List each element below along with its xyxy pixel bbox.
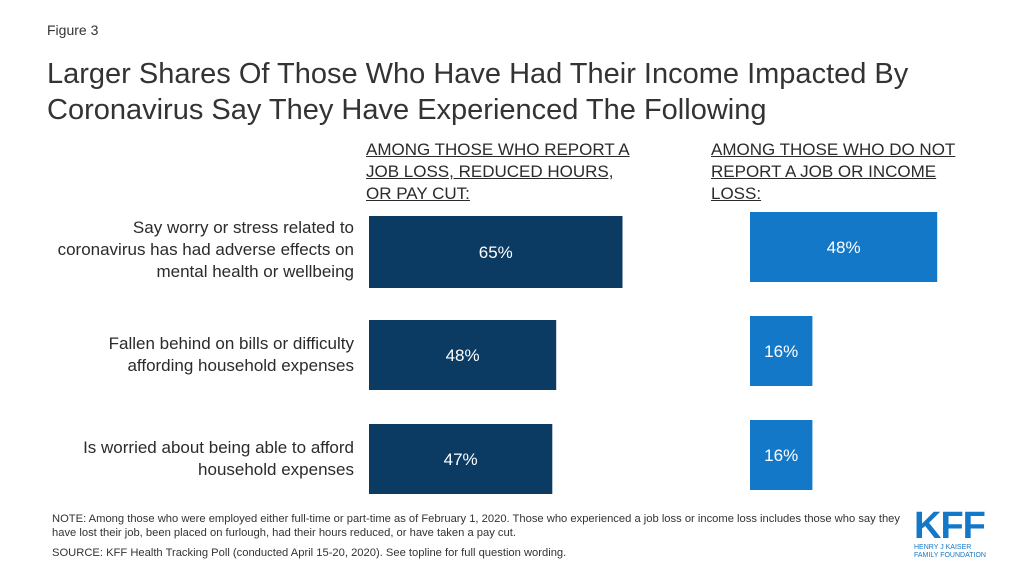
- bar-income-impacted-bills: [369, 320, 557, 390]
- bar-income-impacted-mental-health: [369, 216, 623, 288]
- figure-label: Figure 3: [47, 22, 99, 38]
- source-note: SOURCE: KFF Health Tracking Poll (conduc…: [52, 547, 567, 559]
- category-label-afford-worry: Is worried about being able to afford ho…: [83, 438, 354, 479]
- bar-no-income-loss-mental-health: [750, 212, 938, 282]
- bar-no-income-loss-afford-worry: [750, 420, 813, 490]
- data-label-income-impacted-bills: 48%: [446, 346, 480, 365]
- data-label-no-income-loss-mental-health: 48%: [827, 238, 861, 257]
- kff-logo: KFF HENRY J KAISER FAMILY FOUNDATION: [914, 505, 994, 560]
- data-label-no-income-loss-afford-worry: 16%: [764, 446, 798, 465]
- logo-subtitle: HENRY J KAISER FAMILY FOUNDATION: [914, 544, 986, 559]
- bar-income-impacted-afford-worry: [369, 424, 553, 494]
- bar-no-income-loss-bills: [750, 316, 813, 386]
- category-label-mental-health: Say worry or stress related to coronavir…: [57, 218, 354, 281]
- logo-mark: KFF: [914, 505, 986, 547]
- chart-title: Larger Shares Of Those Who Have Had Thei…: [47, 58, 909, 126]
- data-label-no-income-loss-bills: 16%: [764, 342, 798, 361]
- data-label-income-impacted-mental-health: 65%: [479, 243, 513, 262]
- column-header-no-income-loss: AMONG THOSE WHO DO NOT REPORT A JOB OR I…: [711, 140, 956, 203]
- column-header-income-impacted: AMONG THOSE WHO REPORT A JOB LOSS, REDUC…: [366, 140, 630, 203]
- category-label-bills: Fallen behind on bills or difficulty aff…: [108, 334, 354, 375]
- footnote: NOTE: Among those who were employed eith…: [52, 513, 900, 539]
- data-label-income-impacted-afford-worry: 47%: [444, 450, 478, 469]
